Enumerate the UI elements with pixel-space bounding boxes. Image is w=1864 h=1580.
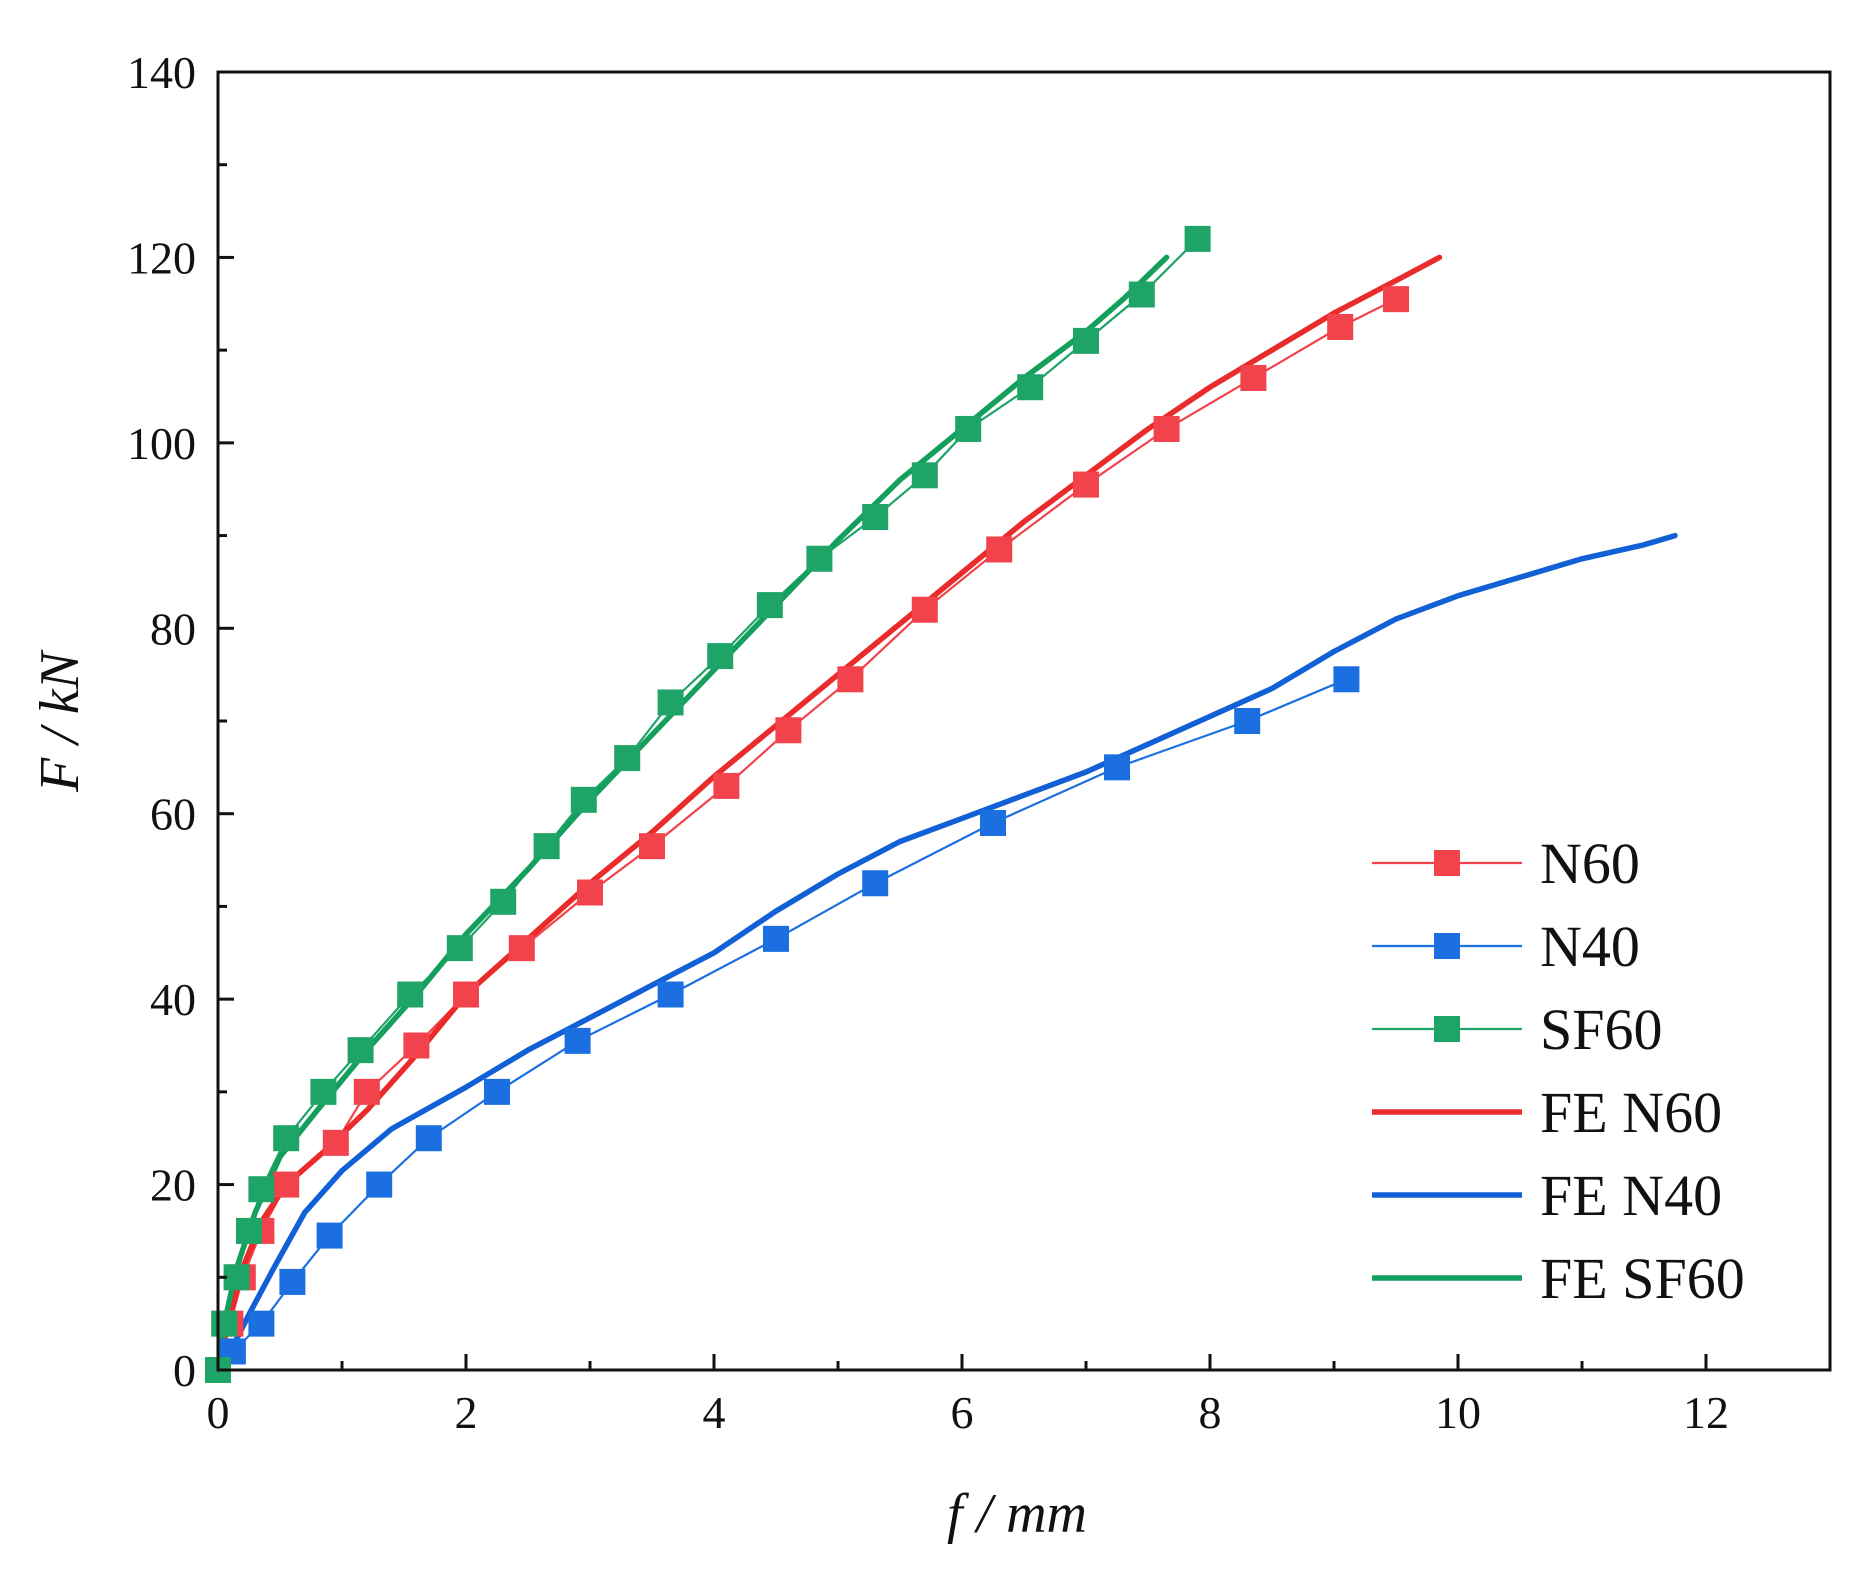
y-tick-label: 120 <box>127 232 196 283</box>
legend-label: N60 <box>1540 831 1640 896</box>
y-tick-label: 80 <box>150 603 196 654</box>
data-point <box>1073 327 1099 354</box>
data-point <box>347 1037 374 1064</box>
data-point <box>614 745 641 772</box>
data-point <box>236 1217 262 1244</box>
data-point <box>763 925 789 952</box>
legend-swatch-marker <box>1434 933 1460 959</box>
y-tick-label: 100 <box>127 418 196 469</box>
plot-marks <box>205 225 1678 1383</box>
data-point <box>279 1268 306 1295</box>
data-point <box>223 1264 250 1291</box>
y-axis-title: F / kN <box>29 649 91 793</box>
data-point <box>273 1125 300 1152</box>
data-point <box>1383 286 1409 313</box>
data-point <box>415 1125 442 1152</box>
x-tick-label: 12 <box>1683 1387 1729 1438</box>
data-point <box>1234 708 1261 734</box>
legend-label: SF60 <box>1540 997 1663 1062</box>
data-point <box>775 717 802 744</box>
data-point <box>273 1171 300 1198</box>
data-point <box>484 1078 510 1105</box>
legend-item-fe-sf60: FE SF60 <box>1372 1246 1745 1311</box>
data-point <box>453 981 479 1008</box>
data-point <box>862 504 889 531</box>
data-point <box>1017 374 1044 401</box>
legend-item-n60: N60 <box>1372 831 1640 896</box>
y-tick-label: 20 <box>150 1160 196 1211</box>
y-tick-label: 40 <box>150 974 196 1025</box>
legend: N60 N40 SF60 FE N60 FE N40 FE SF60 <box>1372 831 1745 1311</box>
legend-item-sf60: SF60 <box>1372 997 1663 1062</box>
data-point <box>1153 415 1180 442</box>
data-point <box>1184 225 1211 252</box>
x-tick-label: 2 <box>455 1387 478 1438</box>
legend-label: FE SF60 <box>1540 1246 1745 1311</box>
data-point <box>911 596 938 623</box>
legend-swatch-marker <box>1434 1016 1460 1042</box>
data-point <box>577 879 603 906</box>
data-point <box>657 689 684 716</box>
data-point <box>639 833 665 860</box>
y-tick-label: 60 <box>150 789 196 840</box>
legend-item-n40: N40 <box>1372 914 1640 979</box>
data-point <box>248 1310 275 1337</box>
data-point <box>564 1027 591 1054</box>
data-point <box>1104 754 1130 781</box>
data-point <box>1073 471 1099 498</box>
x-tick-label: 4 <box>703 1387 726 1438</box>
data-point <box>707 643 734 670</box>
data-point <box>211 1310 238 1337</box>
legend-label: FE N40 <box>1540 1163 1722 1228</box>
data-point <box>986 536 1013 563</box>
series-n40 <box>217 678 1347 1371</box>
legend-label: N40 <box>1540 914 1640 979</box>
data-point <box>837 666 864 693</box>
data-point <box>1327 313 1354 340</box>
data-point <box>756 592 783 619</box>
data-point <box>316 1222 343 1249</box>
data-point <box>490 888 517 915</box>
data-point <box>446 935 473 962</box>
data-point <box>397 981 424 1008</box>
legend-swatch-marker <box>1434 850 1460 876</box>
data-point <box>322 1129 349 1156</box>
legend-item-fe-n60: FE N60 <box>1372 1080 1722 1145</box>
legend-item-fe-n40: FE N40 <box>1372 1163 1722 1228</box>
data-point <box>955 415 982 442</box>
data-point <box>353 1078 380 1105</box>
data-point <box>366 1171 393 1198</box>
data-point <box>911 462 938 489</box>
legend-label: FE N60 <box>1540 1080 1722 1145</box>
data-point <box>806 545 833 572</box>
data-point <box>862 870 889 897</box>
data-point <box>1333 666 1360 693</box>
series-line-fe-n40 <box>215 532 1678 1373</box>
data-point <box>403 1032 430 1059</box>
y-tick-label: 0 <box>173 1345 196 1396</box>
x-tick-label: 0 <box>207 1387 230 1438</box>
markers-sf60 <box>205 225 1211 1383</box>
y-tick-label: 140 <box>127 47 196 98</box>
data-point <box>657 981 684 1008</box>
data-point <box>310 1078 337 1105</box>
series-line-n40 <box>217 678 1347 1371</box>
x-tick-label: 8 <box>1199 1387 1222 1438</box>
x-axis-title: f / mm <box>947 1483 1087 1545</box>
data-point <box>980 809 1006 836</box>
data-point <box>508 935 535 962</box>
data-point <box>533 833 560 860</box>
data-point <box>713 772 740 799</box>
data-point <box>570 786 597 813</box>
x-tick-label: 10 <box>1435 1387 1481 1438</box>
data-point <box>1240 364 1267 391</box>
data-point <box>1128 281 1155 308</box>
x-tick-label: 6 <box>951 1387 974 1438</box>
data-point <box>248 1176 275 1203</box>
